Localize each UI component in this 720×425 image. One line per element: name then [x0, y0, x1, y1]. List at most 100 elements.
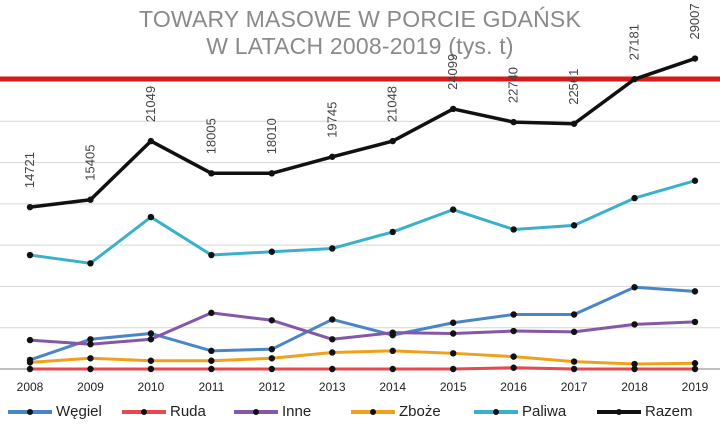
data-point-paliwa: [87, 260, 94, 267]
data-point-paliwa: [208, 251, 215, 259]
data-point-zboże: [329, 349, 336, 356]
data-point-razem: [691, 55, 699, 62]
x-tick-label: 2009: [77, 380, 104, 394]
data-point-paliwa: [147, 213, 155, 221]
data-point-inne: [691, 318, 699, 326]
data-point-węgiel: [570, 311, 578, 318]
data-point-paliwa: [389, 228, 396, 236]
series-line-inne: [28, 311, 697, 346]
data-point-paliwa: [329, 245, 336, 252]
data-point-węgiel: [510, 311, 517, 318]
data-point-razem: [631, 75, 638, 83]
data-point-razem: [510, 118, 517, 126]
data-point-paliwa: [268, 248, 276, 255]
x-tick-label: 2012: [258, 380, 285, 394]
data-point-razem: [570, 120, 578, 127]
data-point-zboże: [691, 360, 699, 367]
data-label: 29007: [687, 3, 702, 39]
x-tick-label: 2013: [319, 380, 346, 394]
data-point-zboże: [389, 347, 396, 355]
legend-swatch: [234, 408, 278, 415]
data-label: 22740: [506, 67, 521, 103]
data-label: 15405: [82, 145, 97, 181]
data-point-węgiel: [87, 336, 94, 343]
x-tick-label: 2015: [440, 380, 467, 394]
data-point-zboże: [631, 360, 638, 368]
data-label: 21049: [143, 86, 158, 122]
data-label: 27181: [627, 24, 642, 60]
legend-marker: [493, 408, 499, 415]
data-label: 21048: [385, 86, 400, 122]
series-line-zboże: [28, 349, 697, 366]
data-point-inne: [208, 309, 215, 317]
data-point-ruda: [510, 364, 517, 371]
data-point-inne: [631, 321, 638, 328]
data-point-paliwa: [26, 251, 34, 259]
legend-swatch: [474, 408, 518, 415]
data-point-razem: [268, 170, 276, 177]
data-point-węgiel: [329, 316, 336, 323]
data-point-inne: [570, 328, 578, 336]
x-tick-label: 2014: [379, 380, 406, 394]
legend-item-węgiel: Węgiel: [8, 398, 102, 425]
legend-swatch: [122, 408, 166, 415]
data-point-zboże: [449, 350, 457, 357]
x-tick-label: 2017: [561, 380, 588, 394]
legend-marker: [141, 408, 147, 415]
data-point-węgiel: [691, 288, 699, 295]
data-point-razem: [87, 196, 94, 203]
data-point-ruda: [147, 365, 155, 373]
data-point-zboże: [510, 353, 517, 360]
chart-title-line-2: W LATACH 2008-2019 (tys. t): [206, 33, 514, 59]
legend-label: Zboże: [399, 403, 441, 420]
data-point-paliwa: [570, 222, 578, 229]
series-line-węgiel: [28, 285, 697, 362]
data-label: 24099: [445, 54, 460, 90]
legend-marker: [253, 408, 259, 415]
data-point-inne: [87, 341, 94, 348]
data-label: 18010: [264, 118, 279, 154]
data-label: 19745: [324, 102, 339, 138]
data-point-zboże: [570, 358, 578, 365]
data-point-ruda: [449, 365, 457, 373]
legend-marker: [616, 408, 622, 415]
legend-marker: [370, 408, 376, 415]
series-line-paliwa: [28, 179, 697, 265]
legend-label: Inne: [282, 403, 312, 420]
legend-item-paliwa: Paliwa: [474, 398, 566, 425]
data-point-inne: [26, 336, 34, 344]
data-point-inne: [268, 317, 276, 324]
data-point-razem: [389, 137, 396, 145]
data-point-ruda: [268, 365, 276, 373]
legend-swatch: [8, 408, 52, 415]
data-point-ruda: [329, 365, 336, 373]
data-label: 14721: [22, 152, 37, 188]
data-point-węgiel: [268, 345, 276, 353]
legend-item-razem: Razem: [597, 398, 693, 425]
data-point-zboże: [268, 355, 276, 362]
data-point-paliwa: [691, 177, 699, 184]
data-label: 22561: [566, 69, 581, 105]
data-point-węgiel: [449, 319, 457, 326]
data-point-razem: [26, 203, 34, 211]
legend-item-ruda: Ruda: [122, 398, 206, 425]
x-tick-label: 2008: [17, 380, 44, 394]
data-point-inne: [449, 330, 457, 337]
data-point-razem: [329, 153, 336, 160]
data-point-węgiel: [631, 284, 638, 291]
x-tick-label: 2019: [682, 380, 709, 394]
x-tick-label: 2018: [621, 380, 648, 394]
data-point-inne: [389, 329, 396, 336]
series-line-ruda: [28, 366, 697, 371]
chart-legend: Węgiel Ruda Inne Zboże Paliwa Razem: [0, 398, 720, 425]
legend-item-zboże: Zboże: [351, 398, 441, 425]
data-point-zboże: [87, 355, 94, 362]
legend-item-inne: Inne: [234, 398, 311, 425]
legend-label: Węgiel: [56, 403, 102, 420]
legend-label: Paliwa: [522, 403, 567, 420]
data-point-zboże: [26, 359, 34, 366]
data-point-ruda: [631, 365, 638, 373]
data-point-ruda: [208, 365, 215, 373]
line-chart: 2008 2009 2010 2011 2012 2013 2014 2015 2016 2017…: [0, 3, 720, 394]
data-point-inne: [329, 336, 336, 343]
